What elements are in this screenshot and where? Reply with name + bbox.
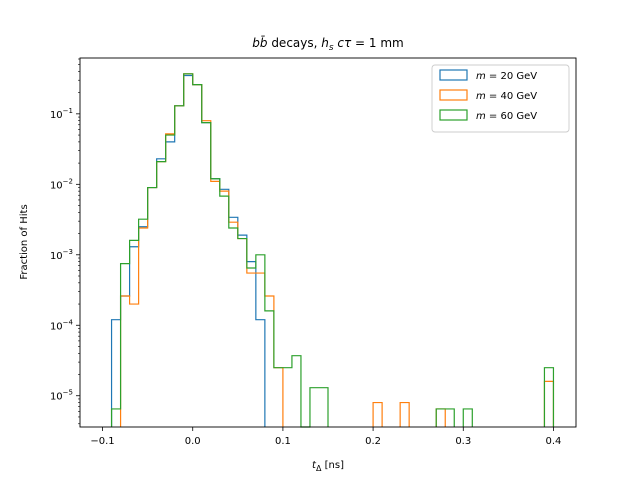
x-axis: −0.1 0.0 0.1 0.2 0.3 0.4: [90, 427, 561, 447]
y-tick-label: 10−2: [50, 177, 73, 191]
y-tick-label: 10−4: [50, 318, 74, 332]
series-line-1: [110, 74, 266, 427]
y-axis-label: Fraction of Hits: [19, 204, 30, 279]
x-tick-label: 0.0: [185, 436, 201, 447]
x-axis-label: tΔ [ns]: [312, 460, 344, 473]
x-tick-label: 0.4: [546, 436, 562, 447]
legend: m = 20 GeV m = 40 GeV m = 60 GeV: [431, 64, 570, 133]
series-layer: [110, 73, 555, 428]
legend-label-3: m = 60 GeV: [476, 111, 537, 122]
y-tick-label: 10−3: [50, 248, 73, 262]
x-tick-label: 0.1: [275, 436, 291, 447]
legend-swatch-2: [439, 89, 468, 101]
x-tick-label: −0.1: [90, 436, 114, 447]
legend-label-2: m = 40 GeV: [476, 91, 537, 102]
chart-title: bb̄ decays, hs cτ = 1 mm: [252, 36, 403, 53]
series-line-3: [110, 73, 555, 428]
y-tick-label: 10−1: [50, 107, 73, 121]
y-tick-label: 10−5: [50, 389, 73, 403]
y-axis: 10−5 10−4 10−3 10−2 10−1: [50, 58, 80, 425]
x-tick-label: 0.3: [455, 436, 471, 447]
legend-box: [431, 64, 570, 133]
legend-swatch-3: [439, 109, 468, 121]
legend-swatch-1: [439, 69, 468, 81]
x-tick-label: 0.2: [365, 436, 381, 447]
legend-label-1: m = 20 GeV: [476, 71, 537, 82]
plot-frame: [79, 57, 577, 428]
